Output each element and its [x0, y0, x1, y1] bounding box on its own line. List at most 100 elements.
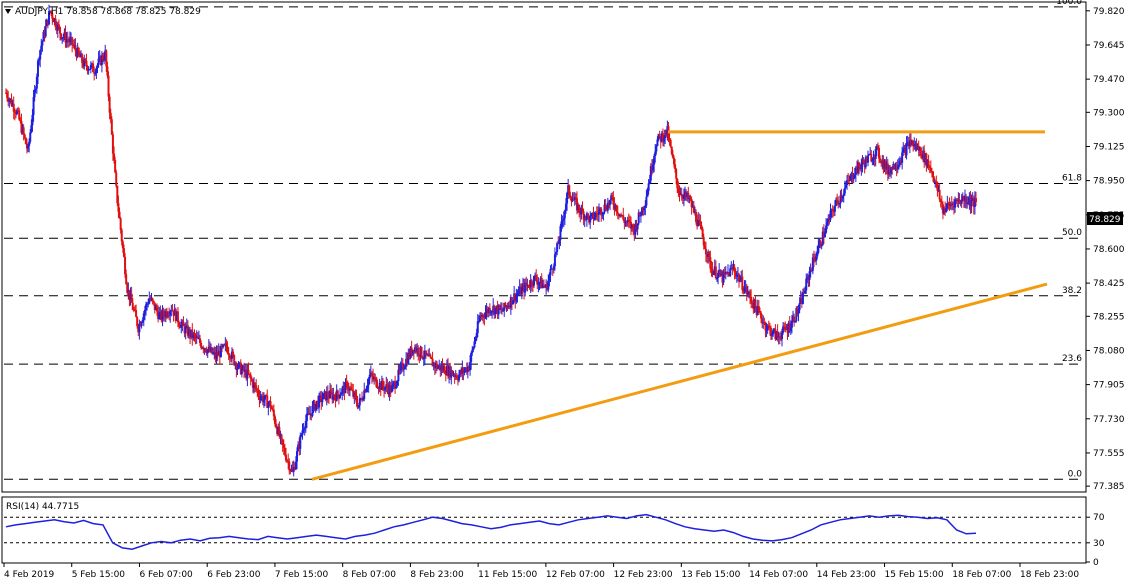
fib-level-label: 23.6: [1062, 354, 1082, 364]
candle-body: [282, 445, 285, 448]
candle-body: [378, 382, 381, 389]
candle-body: [434, 363, 437, 368]
candle-body: [435, 363, 438, 369]
candle-body: [680, 193, 683, 197]
candle-body: [559, 226, 562, 240]
candle-body: [422, 357, 425, 359]
candle-body: [643, 207, 646, 211]
candle-body: [25, 144, 28, 149]
candle-body: [319, 395, 322, 397]
candle-body: [293, 467, 296, 470]
candle-body: [492, 305, 495, 312]
candle-body: [356, 402, 359, 408]
candle-body: [174, 309, 177, 321]
candle-body: [551, 268, 554, 270]
candle-body: [250, 378, 253, 381]
candle-body: [39, 50, 42, 60]
candle-body: [898, 161, 901, 165]
dropdown-icon[interactable]: [5, 9, 11, 14]
candle-body: [654, 151, 657, 157]
candle-body: [520, 287, 523, 295]
candle-body: [840, 195, 843, 199]
candle-body: [561, 220, 564, 222]
candle-body: [870, 153, 873, 162]
candle-body: [352, 390, 355, 397]
candle-body: [85, 60, 88, 67]
candle-body: [175, 311, 178, 321]
candle-body: [103, 59, 106, 61]
candle-body: [125, 274, 128, 285]
candle-body: [539, 277, 542, 283]
candle-body: [740, 276, 743, 281]
candle-body: [8, 99, 11, 102]
candle-body: [572, 199, 575, 201]
candle-body: [582, 211, 585, 220]
candle-body: [775, 331, 778, 340]
candle-body: [120, 229, 123, 242]
candle-body: [331, 392, 334, 400]
candle-body: [211, 347, 214, 354]
candle-body: [450, 370, 453, 378]
candle-body: [744, 286, 747, 288]
candle-body: [340, 393, 343, 396]
candle-body: [902, 149, 905, 153]
candle-body: [891, 167, 894, 170]
candle-body: [735, 275, 738, 277]
candle-body: [623, 219, 626, 224]
candle-body: [239, 362, 242, 375]
candle-body: [719, 269, 722, 276]
candle-body: [374, 377, 377, 379]
candle-body: [270, 407, 273, 410]
current-price-label: 78.829: [1087, 212, 1123, 225]
candle-body: [430, 357, 433, 359]
candle-body: [9, 98, 12, 100]
candle-body: [935, 182, 938, 184]
candle-body: [354, 392, 357, 397]
candle-body: [16, 110, 19, 115]
candle-body: [400, 363, 403, 366]
candle-body: [772, 329, 775, 335]
candle-body: [53, 18, 56, 23]
candle-body: [6, 92, 9, 98]
candle-body: [84, 59, 87, 61]
candle-body: [350, 387, 353, 390]
candle-body: [729, 268, 732, 277]
candle-body: [416, 347, 419, 352]
candle-body: [73, 44, 76, 46]
candle-body: [455, 375, 458, 379]
candle-body: [661, 133, 664, 142]
candle-body: [703, 245, 706, 249]
candle-body: [583, 216, 586, 220]
candle-body: [254, 383, 257, 386]
candle-body: [807, 276, 810, 280]
candle-body: [452, 374, 455, 376]
candle-body: [97, 58, 100, 65]
candle-body: [652, 164, 655, 171]
candle-body: [441, 365, 444, 371]
candle-body: [734, 272, 737, 277]
candle-body: [552, 266, 555, 270]
candle-body: [34, 88, 37, 90]
candle-body: [501, 308, 504, 312]
candle-body: [302, 428, 305, 431]
candle-body: [173, 309, 176, 316]
candle-body: [358, 398, 361, 406]
candle-body: [657, 133, 660, 140]
candle-body: [589, 216, 592, 223]
candle-body: [814, 259, 817, 261]
candle-body: [24, 137, 27, 145]
time-tick-label: 14 Feb 23:00: [817, 570, 876, 580]
candle-body: [121, 241, 124, 249]
candle-body: [825, 225, 828, 233]
header-symbol: AUDJPY,H1 78.858 78.868 78.825 78.829: [5, 7, 201, 17]
candle-body: [542, 284, 545, 287]
candle-body: [939, 199, 942, 202]
candle-body: [304, 420, 307, 429]
candle-body: [329, 390, 332, 399]
candle-body: [890, 167, 893, 174]
candle-body: [187, 329, 190, 336]
candle-body: [730, 267, 733, 269]
candle-body: [77, 48, 80, 54]
candle-body: [755, 307, 758, 315]
fibonacci-levels: 100.0 61.8 50.0 38.2 23.6 0.0: [4, 0, 1084, 480]
